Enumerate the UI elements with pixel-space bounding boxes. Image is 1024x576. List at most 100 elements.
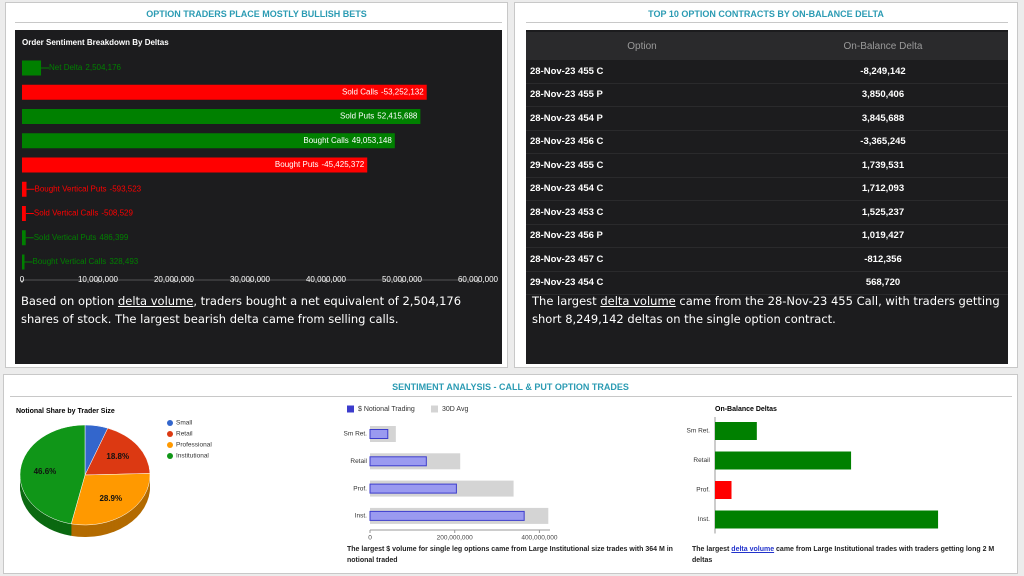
slice [84, 427, 151, 476]
legend-label: Professional [176, 442, 212, 449]
bar [369, 429, 389, 439]
table-row: 28-Nov-23 454 C 1,712,093 [526, 177, 1008, 201]
bar [369, 456, 427, 467]
value-label: 49,053,148 [352, 136, 393, 145]
data-label: Bought Vertical Puts -593,523 [35, 184, 142, 193]
bar [22, 230, 26, 246]
cell: 568,720 [758, 271, 1008, 295]
legend-label: 30D Avg [442, 406, 468, 413]
y-tick-label: Retail [693, 457, 710, 464]
divider [526, 22, 1008, 23]
cell: 28-Nov-23 454 P [526, 106, 758, 131]
link[interactable]: delta volume [731, 546, 775, 553]
data-label: 28.9% [99, 494, 122, 503]
divider [15, 22, 502, 23]
cell: 1,019,427 [758, 224, 1008, 248]
x-tick-label: 0 [20, 275, 25, 284]
bar [22, 206, 26, 221]
table-row: 28-Nov-23 457 C -812,356 [526, 247, 1008, 272]
category-name: Sold Vertical Puts [34, 233, 97, 242]
value-label: 2,504,176 [85, 63, 121, 72]
text: The largest $ volume for single leg opti… [347, 546, 673, 564]
category-name: Bought Calls [303, 136, 348, 145]
bar [22, 109, 421, 124]
cell: 28-Nov-23 453 C [526, 200, 758, 225]
bar [22, 157, 368, 173]
text: Based on option [21, 294, 118, 308]
x-tick-label: 50,000,000 [382, 275, 423, 284]
value-label: -508,529 [101, 209, 133, 218]
text: The largest [692, 546, 732, 553]
value-label: -593,523 [110, 184, 142, 193]
table-row: 28-Nov-23 455 C -8,249,142 [526, 60, 1008, 84]
bar [369, 510, 525, 521]
data-label: Sold Vertical Calls -508,529 [34, 209, 134, 218]
data-label: Bought Calls 49,053,148 [303, 136, 392, 145]
bar [715, 481, 732, 499]
legend-swatch [167, 420, 173, 426]
data-label: Bought Vertical Calls 328,493 [32, 257, 138, 266]
chart-title: Notional Share by Trader Size [16, 408, 115, 415]
table-row: 28-Nov-23 456 P 1,019,427 [526, 224, 1008, 248]
footnote: The largest $ volume for single leg opti… [347, 544, 692, 566]
data-label: 18.8% [106, 452, 129, 461]
y-tick-label: Inst. [355, 513, 367, 520]
cell: 1,712,093 [758, 177, 1008, 201]
table-row: 29-Nov-23 454 C 568,720 [526, 271, 1008, 295]
x-tick-label: 30,000,000 [230, 275, 271, 284]
bar [369, 483, 457, 494]
y-tick-label: Inst. [698, 516, 710, 523]
cell: -8,249,142 [758, 60, 1008, 84]
x-tick-label: 10,000,000 [78, 275, 119, 284]
table-row: 28-Nov-23 453 C 1,525,237 [526, 200, 1008, 225]
table-row: 29-Nov-23 455 C 1,739,531 [526, 153, 1008, 178]
panel-header: TOP 10 OPTION CONTRACTS BY ON-BALANCE DE… [648, 9, 884, 19]
x-tick-label: 60,000,000 [458, 275, 499, 284]
slice [19, 424, 86, 525]
value-label: 486,399 [99, 233, 128, 242]
link[interactable]: delta volume [117, 294, 194, 308]
cell: -812,356 [758, 247, 1008, 272]
cell: -3,365,245 [758, 130, 1008, 154]
value-label: -45,425,372 [322, 160, 365, 169]
category-name: Net Delta [49, 63, 83, 72]
bar [22, 133, 395, 149]
category-name: Sold Calls [342, 87, 378, 96]
cell: 1,739,531 [758, 153, 1008, 178]
legend-swatch [167, 431, 173, 437]
y-tick-label: Sm Ret. [344, 431, 368, 438]
bar [22, 254, 25, 270]
cell: 28-Nov-23 456 P [526, 224, 758, 248]
legend-swatch [431, 405, 438, 413]
category-name: Bought Vertical Calls [32, 257, 106, 266]
text: came from the 28-Nov-23 455 Call, with t… [532, 294, 1000, 326]
x-tick-label: 20,000,000 [154, 275, 195, 284]
text: The largest [532, 294, 601, 308]
category-name: Bought Puts [275, 160, 319, 169]
cell: 28-Nov-23 455 C [526, 60, 758, 84]
cell: 28-Nov-23 457 C [526, 247, 758, 272]
legend-label: Small [176, 420, 193, 427]
x-tick-label: 40,000,000 [306, 275, 347, 284]
cell: 3,850,406 [758, 83, 1008, 107]
bar [715, 510, 939, 529]
link[interactable]: delta volume [600, 294, 676, 308]
legend-label: $ Notional Trading [358, 406, 415, 413]
data-label: 46.6% [34, 467, 57, 476]
bar [715, 422, 757, 440]
header-row: Option On-Balance Delta [526, 32, 1008, 60]
cell: 28-Nov-23 455 P [526, 83, 758, 107]
slice [70, 473, 151, 526]
data-label: Bought Puts -45,425,372 [275, 160, 365, 169]
data-label: Sold Calls -53,252,132 [342, 87, 424, 96]
category-name: Bought Vertical Puts [35, 184, 107, 193]
legend-swatch [347, 405, 354, 413]
panel [3, 374, 1018, 574]
value-label: 328,493 [109, 257, 138, 266]
value-label: 52,415,688 [377, 112, 418, 121]
y-tick-label: Sm Ret. [687, 428, 711, 435]
x-tick-label: 400,000,000 [521, 535, 558, 542]
cell: 3,845,688 [758, 106, 1008, 131]
